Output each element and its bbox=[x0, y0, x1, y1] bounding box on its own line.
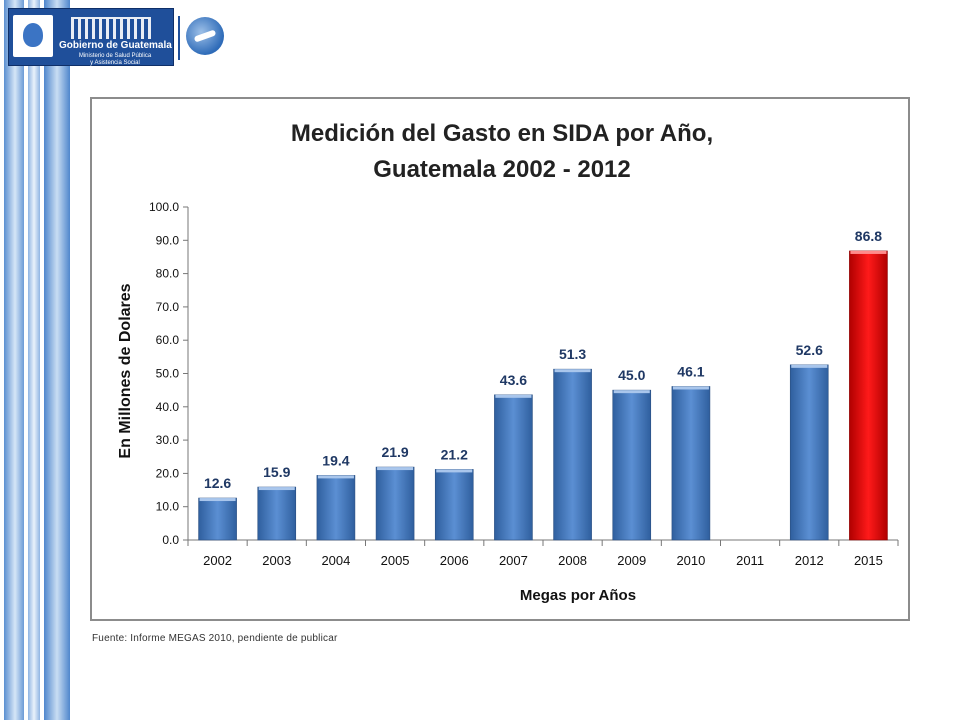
logo-subtitle: y Asistencia Social bbox=[90, 60, 140, 66]
bar bbox=[375, 466, 415, 541]
coat-of-arms-icon bbox=[13, 15, 53, 57]
y-tick-label: 90.0 bbox=[156, 233, 180, 247]
x-tick-label: 2002 bbox=[203, 553, 232, 568]
x-tick-label: 2006 bbox=[440, 553, 469, 568]
y-tick-label: 20.0 bbox=[156, 466, 180, 480]
stripe bbox=[4, 0, 24, 720]
x-tick-label: 2008 bbox=[558, 553, 587, 568]
chart-title: Medición del Gasto en SIDA por Año, bbox=[291, 120, 713, 147]
x-tick-label: 2015 bbox=[854, 553, 883, 568]
x-tick-label: 2009 bbox=[617, 553, 646, 568]
data-label: 21.9 bbox=[381, 444, 408, 460]
bar bbox=[553, 368, 592, 541]
bar-chart: Medición del Gasto en SIDA por Año, Guat… bbox=[117, 120, 899, 604]
bar-highlight bbox=[258, 487, 295, 491]
health-ministry-icon bbox=[186, 17, 224, 55]
x-tick-label: 2005 bbox=[381, 553, 410, 568]
x-tick-label: 2007 bbox=[499, 553, 528, 568]
bar bbox=[494, 394, 533, 541]
chart-title: Guatemala 2002 - 2012 bbox=[373, 156, 631, 183]
data-label: 86.8 bbox=[855, 228, 882, 244]
y-tick-label: 70.0 bbox=[156, 300, 180, 314]
bar-highlight bbox=[613, 390, 650, 394]
bar bbox=[316, 475, 356, 541]
bar bbox=[257, 486, 297, 541]
data-label: 51.3 bbox=[559, 346, 586, 362]
source-note: Fuente: Informe MEGAS 2010, pendiente de… bbox=[92, 633, 338, 644]
y-tick-label: 60.0 bbox=[156, 333, 180, 347]
bar bbox=[671, 386, 711, 541]
logo-title: Gobierno de Guatemala bbox=[59, 40, 172, 51]
bar-highlight bbox=[672, 386, 709, 390]
data-label: 45.0 bbox=[618, 367, 645, 383]
x-tick-label: 2003 bbox=[262, 553, 291, 568]
data-label: 43.6 bbox=[500, 372, 527, 388]
y-tick-label: 40.0 bbox=[156, 400, 180, 414]
bar-highlight bbox=[791, 364, 828, 368]
y-tick-label: 0.0 bbox=[162, 533, 179, 547]
y-tick-label: 100.0 bbox=[149, 200, 179, 214]
government-logo: Gobierno de Guatemala Ministerio de Salu… bbox=[8, 8, 174, 66]
bar bbox=[789, 364, 829, 541]
bar-highlight bbox=[436, 469, 473, 473]
y-tick-label: 30.0 bbox=[156, 433, 180, 447]
chart-frame: Medición del Gasto en SIDA por Año, Guat… bbox=[90, 97, 910, 621]
bar bbox=[612, 389, 652, 541]
x-tick-label: 2012 bbox=[795, 553, 824, 568]
x-tick-label: 2011 bbox=[736, 553, 764, 568]
stripe bbox=[28, 0, 40, 720]
y-tick-label: 80.0 bbox=[156, 267, 180, 281]
bar-highlight bbox=[377, 467, 414, 471]
logo-subtitle: Ministerio de Salud Pública bbox=[78, 53, 152, 59]
data-label: 21.2 bbox=[441, 446, 468, 462]
stripe bbox=[44, 0, 70, 720]
x-tick-label: 2004 bbox=[321, 553, 350, 568]
logo-divider bbox=[178, 16, 180, 60]
x-axis-label: Megas por Años bbox=[520, 587, 636, 604]
palace-icon bbox=[71, 17, 151, 39]
bar bbox=[434, 469, 474, 541]
bar bbox=[198, 497, 237, 541]
data-label: 19.4 bbox=[322, 452, 349, 468]
bar-highlight bbox=[495, 394, 532, 398]
data-label: 46.1 bbox=[677, 363, 704, 379]
bar bbox=[849, 250, 888, 541]
bar-highlight bbox=[554, 369, 591, 373]
x-tick-label: 2010 bbox=[676, 553, 705, 568]
bar-highlight bbox=[199, 498, 236, 502]
data-label: 15.9 bbox=[263, 464, 290, 480]
data-label: 52.6 bbox=[796, 342, 823, 358]
y-tick-label: 10.0 bbox=[156, 500, 180, 514]
y-axis-label: En Millones de Dolares bbox=[117, 283, 134, 458]
bar-highlight bbox=[850, 250, 887, 254]
y-tick-label: 50.0 bbox=[156, 367, 180, 381]
bar-highlight bbox=[317, 475, 354, 479]
data-label: 12.6 bbox=[204, 475, 231, 491]
decorative-stripes bbox=[0, 0, 80, 720]
